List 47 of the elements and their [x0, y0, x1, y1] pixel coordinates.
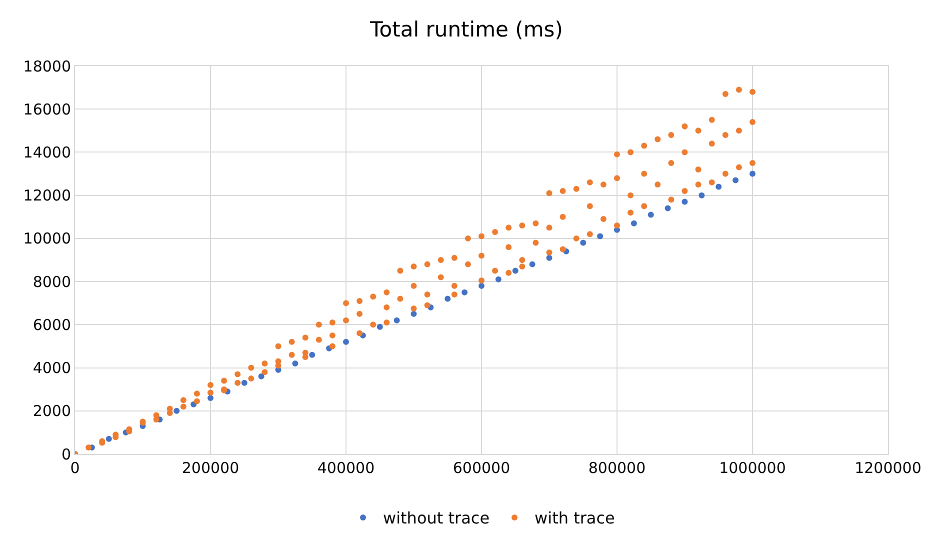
point [664, 205, 671, 212]
x-tick-label: 400000 [317, 459, 375, 477]
point [529, 261, 536, 268]
point [495, 276, 502, 282]
y-tick-label: 16000 [23, 100, 71, 118]
point [190, 401, 197, 408]
y-tick-label: 2000 [32, 402, 71, 420]
point [376, 324, 383, 330]
point [580, 240, 586, 246]
x-tick-label: 1200000 [854, 459, 922, 477]
x-tick-label: 200000 [182, 459, 240, 477]
point [343, 338, 349, 345]
y-tick-label: 6000 [32, 316, 71, 334]
point [462, 289, 468, 296]
y-tick-label: 18000 [23, 57, 71, 76]
chart-title: Total runtime (ms) [369, 18, 563, 42]
point [478, 282, 484, 289]
point [309, 352, 316, 358]
y-tick-label: 0 [61, 445, 71, 464]
point [716, 184, 722, 190]
point [698, 192, 705, 198]
point [682, 198, 688, 205]
point [648, 212, 654, 218]
point [174, 408, 180, 414]
point [208, 394, 214, 401]
x-tick-label: 800000 [588, 459, 646, 477]
point [394, 317, 400, 324]
x-tick-label: 600000 [452, 459, 510, 477]
point [512, 268, 518, 274]
y-tick-label: 10000 [23, 230, 71, 248]
y-tick-label: 14000 [23, 143, 71, 162]
x-tick-label: 1000000 [719, 459, 786, 477]
point [292, 360, 298, 366]
y-tick-label: 8000 [32, 272, 71, 291]
point [732, 177, 739, 184]
point [597, 233, 604, 240]
y-tick-label: 12000 [23, 186, 71, 205]
legend-label: without trace [383, 508, 490, 528]
point [444, 296, 451, 302]
y-tick-label: 4000 [32, 359, 71, 378]
legend-label: with trace [534, 508, 615, 528]
point [241, 380, 248, 386]
point [258, 373, 264, 380]
point [410, 310, 417, 317]
point [750, 170, 756, 177]
point [630, 220, 637, 226]
point [106, 436, 112, 442]
